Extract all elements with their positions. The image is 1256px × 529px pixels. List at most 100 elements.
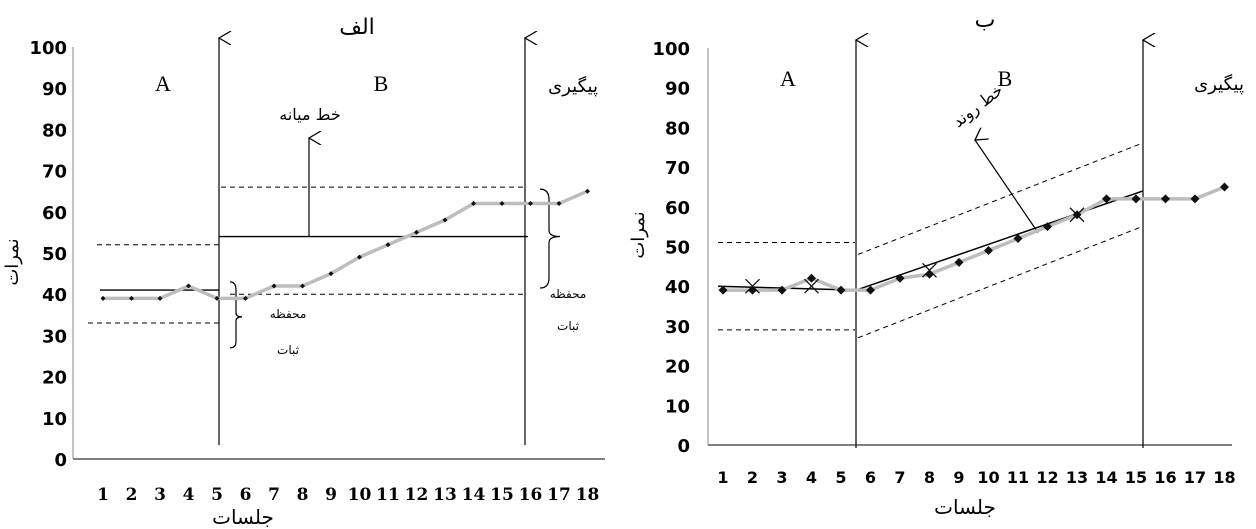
x-tick-label: 8 [924, 468, 935, 487]
trend-line-b [855, 190, 1144, 291]
x-tick-label: 14 [462, 485, 486, 505]
data-point [300, 283, 305, 289]
y-tick-label: 20 [42, 368, 67, 389]
y-tick-label: 10 [42, 409, 67, 430]
x-mark [1069, 207, 1085, 223]
x-tick-label: 1 [97, 485, 109, 505]
data-point [186, 283, 191, 289]
x-tick-label: 17 [547, 485, 571, 505]
x-tick-label: 4 [806, 468, 817, 487]
series-line [723, 185, 1226, 292]
y-tick-label: 100 [29, 38, 67, 59]
axes [707, 48, 1232, 446]
y-tick-label: 80 [42, 120, 67, 141]
y-tick-labels: 0 10 20 30 40 50 60 70 80 90 100 [29, 38, 67, 471]
stability-label: ثبات [557, 319, 579, 333]
x-tick-labels: 1 2 3 4 5 6 7 8 9 10 11 12 13 14 15 16 17 18 [97, 485, 599, 505]
data-point [271, 283, 277, 289]
y-axis-label: نمرات [628, 211, 649, 258]
data-series [100, 188, 590, 301]
x-tick-label: 10 [348, 485, 372, 505]
y-tick-label: 100 [652, 39, 690, 60]
chart-title: ب [975, 8, 996, 33]
y-tick-label: 0 [54, 450, 67, 471]
y-tick-labels: 0 10 20 30 40 50 60 70 80 90 100 [652, 39, 690, 457]
stability-brace-b [539, 188, 561, 289]
y-tick-label: 50 [665, 238, 690, 259]
x-mark [804, 278, 819, 294]
data-point [984, 245, 993, 255]
x-tick-label: 6 [865, 468, 876, 487]
x-tick-label: 18 [1213, 468, 1235, 487]
data-point [954, 257, 964, 267]
stability-label: محفظه [550, 287, 587, 301]
data-point [243, 295, 248, 301]
x-tick-label: 14 [1095, 468, 1117, 487]
x-tick-label: 2 [747, 468, 758, 487]
phase-label-followup: پیگیری [1194, 73, 1244, 95]
x-tick-label: 7 [268, 485, 280, 505]
x-tick-label: 8 [297, 485, 309, 505]
data-point [1161, 194, 1170, 204]
data-point [100, 295, 106, 301]
x-tick-labels: 1 2 3 4 5 6 7 8 9 10 11 12 13 14 15 16 17 18 [717, 468, 1235, 487]
x-tick-label: 4 [183, 485, 195, 505]
phase-label-b: B [998, 66, 1013, 91]
y-tick-label: 80 [665, 118, 690, 139]
x-tick-label: 13 [433, 485, 457, 505]
x-tick-label: 17 [1184, 468, 1206, 487]
data-point [328, 271, 334, 277]
data-point [528, 201, 533, 207]
x-tick-label: 11 [376, 485, 400, 505]
data-point [1220, 182, 1229, 192]
x-axis-label: جلسات [212, 505, 274, 529]
y-axis-label: نمرات [2, 238, 23, 285]
series-line [103, 189, 589, 301]
x-axis-label: جلسات [934, 495, 996, 519]
x-tick-label: 16 [1154, 468, 1176, 487]
x-tick-label: 10 [977, 468, 999, 487]
y-tick-label: 40 [665, 277, 690, 298]
median-annotation: خط میانه [279, 105, 340, 124]
x-tick-label: 2 [126, 485, 138, 505]
x-tick-label: 12 [1036, 468, 1058, 487]
trend-arrow [975, 140, 1039, 233]
trend-envelope-upper-b [857, 142, 1143, 255]
data-point [1013, 234, 1023, 244]
trend-envelope-lower-b [857, 226, 1143, 339]
data-point [1131, 194, 1141, 204]
data-point [214, 295, 220, 301]
y-tick-label: 40 [42, 285, 67, 306]
x-tick-label: 12 [405, 485, 429, 505]
y-tick-label: 20 [665, 357, 690, 378]
y-tick-label: 10 [665, 396, 690, 417]
data-point [556, 201, 562, 207]
y-tick-label: 90 [665, 79, 690, 100]
data-point [866, 285, 875, 295]
data-point [718, 285, 728, 295]
data-point [385, 242, 391, 248]
y-tick-label: 0 [677, 436, 690, 457]
data-point [157, 295, 163, 301]
x-tick-label: 9 [325, 485, 337, 505]
x-tick-label: 9 [953, 468, 964, 487]
x-tick-label: 18 [576, 485, 600, 505]
x-tick-label: 3 [776, 468, 787, 487]
chart-title: الف [339, 15, 375, 40]
phase-label-a: A [780, 66, 796, 91]
x-tick-label: 13 [1066, 468, 1088, 487]
x-tick-label: 6 [240, 485, 252, 505]
y-tick-label: 60 [665, 198, 690, 219]
x-tick-label: 11 [1007, 468, 1029, 487]
y-tick-label: 60 [42, 203, 67, 224]
y-tick-label: 30 [42, 326, 67, 347]
y-tick-label: 90 [42, 79, 67, 100]
y-tick-label: 70 [665, 158, 690, 179]
data-series [718, 182, 1229, 295]
data-point [807, 273, 816, 283]
x-tick-label: 1 [717, 468, 728, 487]
x-tick-label: 5 [211, 485, 223, 505]
data-point [1102, 194, 1111, 204]
